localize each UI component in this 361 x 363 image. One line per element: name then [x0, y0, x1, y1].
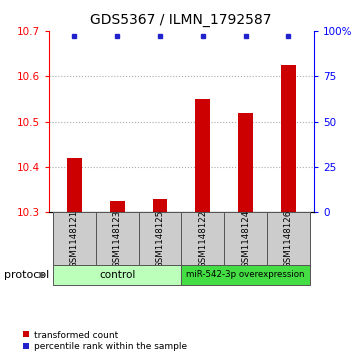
Text: GSM1148123: GSM1148123: [113, 209, 122, 268]
Bar: [152, 199, 168, 212]
Bar: [67, 158, 82, 212]
Bar: [195, 99, 210, 212]
Text: GSM1148125: GSM1148125: [156, 209, 165, 268]
Text: control: control: [99, 270, 135, 280]
Bar: [224, 212, 267, 265]
Text: protocol: protocol: [4, 270, 49, 280]
Text: GSM1148126: GSM1148126: [284, 209, 293, 268]
Bar: [53, 212, 96, 265]
Legend: transformed count, percentile rank within the sample: transformed count, percentile rank withi…: [19, 327, 191, 355]
Text: GSM1148124: GSM1148124: [241, 209, 250, 268]
Text: miR-542-3p overexpression: miR-542-3p overexpression: [186, 270, 305, 280]
Bar: [53, 265, 182, 285]
Bar: [182, 265, 310, 285]
Bar: [238, 113, 253, 212]
Bar: [182, 212, 224, 265]
Text: GSM1148121: GSM1148121: [70, 209, 79, 268]
Text: GDS5367 / ILMN_1792587: GDS5367 / ILMN_1792587: [90, 13, 271, 27]
Bar: [267, 212, 310, 265]
Bar: [96, 212, 139, 265]
Text: GSM1148122: GSM1148122: [198, 209, 207, 268]
Bar: [281, 65, 296, 212]
Bar: [139, 212, 182, 265]
Bar: [110, 201, 125, 212]
